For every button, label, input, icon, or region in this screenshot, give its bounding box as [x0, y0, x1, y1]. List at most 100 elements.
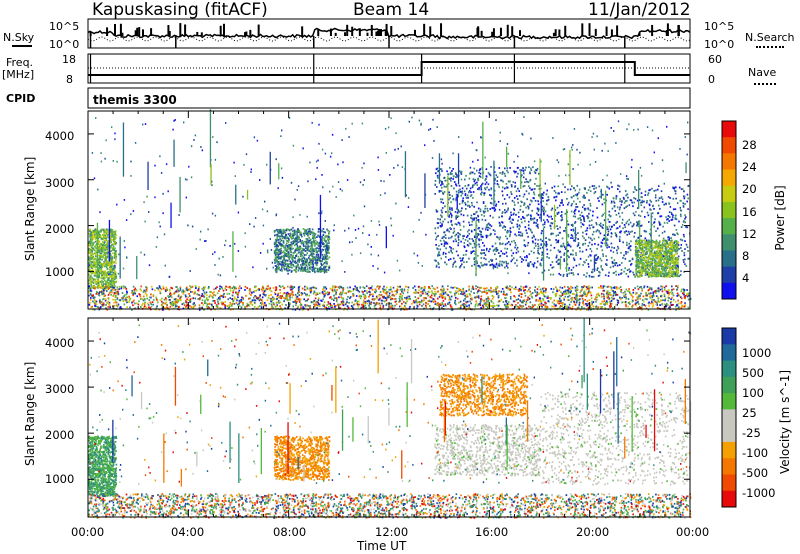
echo-cell [96, 276, 98, 279]
echo-cell [625, 222, 628, 225]
echo-cell [457, 241, 460, 244]
echo-cell [455, 217, 457, 220]
echo-cell [675, 275, 678, 277]
echo-cell [88, 282, 90, 285]
echo-cell [586, 272, 588, 275]
echo-cell [104, 251, 106, 254]
echo-cell [111, 277, 113, 280]
echo-cell [680, 209, 683, 212]
freq-line [88, 61, 690, 76]
echo-cell [295, 253, 298, 256]
echo-cell [327, 238, 329, 240]
echo-cell [666, 253, 668, 256]
echo-cell [296, 265, 299, 268]
echo-cell [98, 232, 100, 235]
echo-cell [307, 243, 309, 246]
echo-cell [627, 230, 630, 233]
echo-cell [311, 247, 313, 249]
echo-cell [682, 259, 685, 261]
colorbar-segment [722, 234, 736, 251]
echo-cell [309, 254, 312, 256]
echo-cell [586, 215, 588, 217]
echo-cell [658, 197, 661, 200]
echo-cell [494, 253, 496, 256]
echo-cell [653, 274, 655, 276]
echo-cell [107, 234, 109, 236]
echo-cell [659, 223, 661, 226]
echo-cell [610, 242, 613, 245]
echo-cell [580, 225, 582, 228]
echo-cell [307, 234, 310, 237]
echo-cell [617, 247, 620, 250]
echo-cell [490, 188, 493, 191]
echo-cell [91, 229, 94, 232]
echo-cell [443, 185, 446, 188]
echo-cell [92, 237, 94, 239]
echo-cell [106, 242, 109, 244]
echo-cell [528, 220, 530, 223]
echo-cell [100, 283, 103, 286]
echo-cell [626, 220, 629, 223]
echo-cell [314, 247, 317, 250]
echo-cell [88, 243, 90, 246]
echo-cell [301, 269, 304, 272]
echo-cell [657, 245, 660, 248]
echo-cell [628, 204, 631, 207]
echo-cell [563, 230, 565, 232]
echo-cell [447, 221, 450, 224]
echo-cell [644, 259, 646, 262]
echo-cell [298, 266, 301, 269]
echo-cell [312, 256, 314, 259]
echo-cell [501, 190, 504, 193]
echo-cell [90, 258, 92, 260]
echo-cell [634, 197, 637, 200]
echo-cell [450, 179, 452, 182]
nave-tick-top: 60 [708, 53, 722, 66]
echo-cell [465, 187, 468, 190]
echo-cell [568, 272, 570, 275]
echo-cell [634, 188, 636, 190]
echo-cell [584, 207, 587, 210]
echo-cell [570, 253, 572, 256]
echo-cell [318, 242, 321, 244]
echo-cell [88, 248, 90, 250]
echo-cell [509, 233, 511, 236]
echo-cell [577, 232, 579, 234]
echo-cell [114, 231, 116, 234]
echo-cell [510, 260, 513, 263]
echo-cell [92, 236, 94, 238]
echo-cell [528, 185, 530, 188]
echo-cell [644, 255, 646, 258]
echo-cell [619, 240, 621, 242]
echo-cell [501, 221, 503, 223]
echo-cell [325, 252, 328, 254]
echo-cell [443, 245, 446, 247]
echo-cell [579, 250, 581, 253]
echo-cell [279, 255, 281, 258]
echo-cell [281, 237, 284, 240]
echo-cell [111, 262, 114, 265]
echo-cell [316, 270, 318, 273]
echo-cell [317, 257, 319, 260]
echo-cell [316, 251, 319, 254]
echo-cell [284, 265, 286, 268]
echo-cell [276, 251, 278, 254]
echo-cell [95, 244, 97, 247]
echo-cell [505, 262, 508, 265]
echo-cell [592, 230, 595, 233]
echo-cell [306, 246, 309, 248]
echo-cell [605, 263, 608, 266]
echo-cell [477, 220, 480, 223]
echo-cell [504, 209, 506, 211]
echo-cell [601, 269, 604, 271]
echo-cell [592, 210, 594, 213]
echo-cell [102, 265, 104, 268]
echo-cell [326, 262, 328, 265]
echo-cell [300, 269, 302, 272]
echo-cell [300, 234, 302, 236]
echo-cell [508, 196, 511, 199]
echo-cell [615, 273, 618, 276]
echo-cell [287, 267, 290, 269]
colorbar-segment [722, 218, 736, 235]
echo-cell [286, 240, 288, 242]
